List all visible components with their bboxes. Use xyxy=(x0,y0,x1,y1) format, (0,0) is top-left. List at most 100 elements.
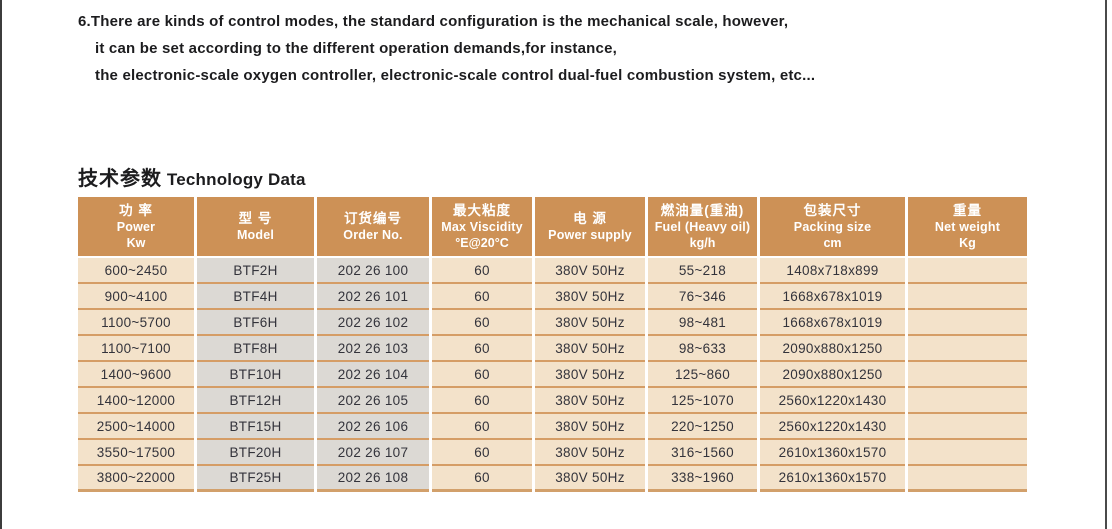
cell-power: 1100~7100 xyxy=(78,336,194,362)
cell-packing-size: 2610x1360x1570 xyxy=(760,440,905,466)
cell-order-no: 202 26 104 xyxy=(317,362,429,388)
page-right-border xyxy=(1105,0,1107,529)
cell-max-viscidity: 60 xyxy=(432,388,532,414)
cell-net-weight xyxy=(908,336,1027,362)
column-header-zh: 包装尺寸 xyxy=(803,203,862,218)
cell-packing-size: 2610x1360x1570 xyxy=(760,466,905,492)
cell-model: BTF15H xyxy=(197,414,314,440)
column-header-unit: kg/h xyxy=(689,236,716,250)
table-row: 600~2450 BTF2H 202 26 100 60 380V 50Hz 55~218… xyxy=(78,258,1027,284)
cell-power-supply: 380V 50Hz xyxy=(535,310,645,336)
paragraph-line-2: it can be set according to the different… xyxy=(95,40,617,57)
cell-max-viscidity: 60 xyxy=(432,466,532,492)
table-row: 3800~22000 BTF25H 202 26 108 60 380V 50Hz 338… xyxy=(78,466,1027,492)
cell-fuel-heavy-oil: 338~1960 xyxy=(648,466,757,492)
column-header-power: 功 率 Power Kw xyxy=(78,197,194,258)
cell-fuel-heavy-oil: 220~1250 xyxy=(648,414,757,440)
cell-model: BTF2H xyxy=(197,258,314,284)
cell-fuel-heavy-oil: 55~218 xyxy=(648,258,757,284)
table-row: 1400~12000 BTF12H 202 26 105 60 380V 50Hz 125… xyxy=(78,388,1027,414)
cell-net-weight xyxy=(908,362,1027,388)
page-left-border xyxy=(0,0,2,529)
cell-power: 2500~14000 xyxy=(78,414,194,440)
cell-model: BTF6H xyxy=(197,310,314,336)
cell-net-weight xyxy=(908,466,1027,492)
cell-net-weight xyxy=(908,388,1027,414)
column-header-zh: 重量 xyxy=(953,203,982,218)
cell-power-supply: 380V 50Hz xyxy=(535,440,645,466)
cell-power: 3550~17500 xyxy=(78,440,194,466)
cell-power: 600~2450 xyxy=(78,258,194,284)
cell-packing-size: 2090x880x1250 xyxy=(760,362,905,388)
column-header-zh: 最大粘度 xyxy=(453,203,511,218)
cell-order-no: 202 26 102 xyxy=(317,310,429,336)
cell-net-weight xyxy=(908,414,1027,440)
cell-model: BTF10H xyxy=(197,362,314,388)
cell-power: 1400~9600 xyxy=(78,362,194,388)
cell-power-supply: 380V 50Hz xyxy=(535,336,645,362)
column-header-zh: 功 率 xyxy=(119,203,153,218)
column-header-en: Model xyxy=(236,228,275,242)
column-header-en: Power supply xyxy=(548,228,632,242)
column-header-en: Power xyxy=(116,220,156,234)
cell-net-weight xyxy=(908,284,1027,310)
cell-order-no: 202 26 103 xyxy=(317,336,429,362)
cell-model: BTF4H xyxy=(197,284,314,310)
cell-model: BTF12H xyxy=(197,388,314,414)
section-title-zh: 技术参数 xyxy=(78,168,162,190)
column-header-net-weight: 重量 Net weight Kg xyxy=(908,197,1027,258)
column-header-zh: 订货编号 xyxy=(344,211,402,226)
cell-order-no: 202 26 108 xyxy=(317,466,429,492)
cell-power-supply: 380V 50Hz xyxy=(535,258,645,284)
column-header-en: Fuel (Heavy oil) xyxy=(654,220,751,234)
cell-order-no: 202 26 105 xyxy=(317,388,429,414)
table-row: 1400~9600 BTF10H 202 26 104 60 380V 50Hz 125~… xyxy=(78,362,1027,388)
table-body: 600~2450 BTF2H 202 26 100 60 380V 50Hz 55~218… xyxy=(78,258,1027,492)
cell-order-no: 202 26 101 xyxy=(317,284,429,310)
column-header-power-supply: 电 源 Power supply xyxy=(535,197,645,258)
cell-fuel-heavy-oil: 76~346 xyxy=(648,284,757,310)
cell-power-supply: 380V 50Hz xyxy=(535,284,645,310)
cell-power-supply: 380V 50Hz xyxy=(535,362,645,388)
cell-order-no: 202 26 100 xyxy=(317,258,429,284)
column-header-en: Order No. xyxy=(343,228,403,242)
header-row: 功 率 Power Kw 型 号 Model 订货编号 Order No. 最大粘度 Max V… xyxy=(78,197,1027,258)
section-title: 技术参数 Technology Data xyxy=(78,162,306,191)
cell-max-viscidity: 60 xyxy=(432,414,532,440)
column-header-zh: 电 源 xyxy=(573,211,607,226)
cell-max-viscidity: 60 xyxy=(432,440,532,466)
cell-fuel-heavy-oil: 125~1070 xyxy=(648,388,757,414)
cell-packing-size: 2560x1220x1430 xyxy=(760,388,905,414)
cell-model: BTF20H xyxy=(197,440,314,466)
cell-packing-size: 2090x880x1250 xyxy=(760,336,905,362)
paragraph-line-1: 6.There are kinds of control modes, the … xyxy=(78,13,789,30)
technology-data-table: 功 率 Power Kw 型 号 Model 订货编号 Order No. 最大粘度 Max V… xyxy=(75,197,1030,492)
column-header-model: 型 号 Model xyxy=(197,197,314,258)
cell-net-weight xyxy=(908,440,1027,466)
cell-packing-size: 2560x1220x1430 xyxy=(760,414,905,440)
cell-power: 900~4100 xyxy=(78,284,194,310)
cell-fuel-heavy-oil: 125~860 xyxy=(648,362,757,388)
cell-power-supply: 380V 50Hz xyxy=(535,466,645,492)
cell-packing-size: 1408x718x899 xyxy=(760,258,905,284)
column-header-zh: 型 号 xyxy=(238,211,273,226)
cell-model: BTF25H xyxy=(197,466,314,492)
cell-power: 3800~22000 xyxy=(78,466,194,492)
cell-max-viscidity: 60 xyxy=(432,336,532,362)
cell-power-supply: 380V 50Hz xyxy=(535,388,645,414)
cell-model: BTF8H xyxy=(197,336,314,362)
cell-net-weight xyxy=(908,258,1027,284)
column-header-unit: Kg xyxy=(959,236,976,250)
cell-max-viscidity: 60 xyxy=(432,310,532,336)
cell-fuel-heavy-oil: 98~481 xyxy=(648,310,757,336)
column-header-unit: Kw xyxy=(126,236,146,250)
table-row: 1100~5700 BTF6H 202 26 102 60 380V 50Hz 98~48… xyxy=(78,310,1027,336)
column-header-max-viscidity: 最大粘度 Max Viscidity °E@20°C xyxy=(432,197,532,258)
cell-fuel-heavy-oil: 98~633 xyxy=(648,336,757,362)
cell-max-viscidity: 60 xyxy=(432,284,532,310)
cell-max-viscidity: 60 xyxy=(432,258,532,284)
table-row: 1100~7100 BTF8H 202 26 103 60 380V 50Hz 98~63… xyxy=(78,336,1027,362)
column-header-en: Packing size xyxy=(793,220,872,234)
section-title-en: Technology Data xyxy=(162,170,306,189)
cell-packing-size: 1668x678x1019 xyxy=(760,284,905,310)
